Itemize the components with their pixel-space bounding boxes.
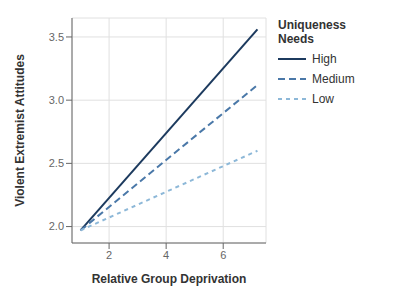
svg-text:6: 6 <box>220 249 226 261</box>
html-text:High: High <box>312 52 337 66</box>
svg-text:2.0: 2.0 <box>49 220 64 232</box>
svg-text:2.5: 2.5 <box>49 157 64 169</box>
svg-text:Relative Group Deprivation: Relative Group Deprivation <box>92 272 247 286</box>
svg-text:4: 4 <box>163 249 169 261</box>
html-text:Uniqueness Needs: Uniqueness Needs <box>278 18 346 46</box>
svg-text:2: 2 <box>106 249 112 261</box>
html-text:Low: Low <box>312 92 334 106</box>
svg-text:3.0: 3.0 <box>49 94 64 106</box>
svg-text:3.5: 3.5 <box>49 31 64 43</box>
html-text:Medium: Medium <box>312 72 355 86</box>
svg-text:Violent Extremist Attitudes: Violent Extremist Attitudes <box>13 54 27 207</box>
